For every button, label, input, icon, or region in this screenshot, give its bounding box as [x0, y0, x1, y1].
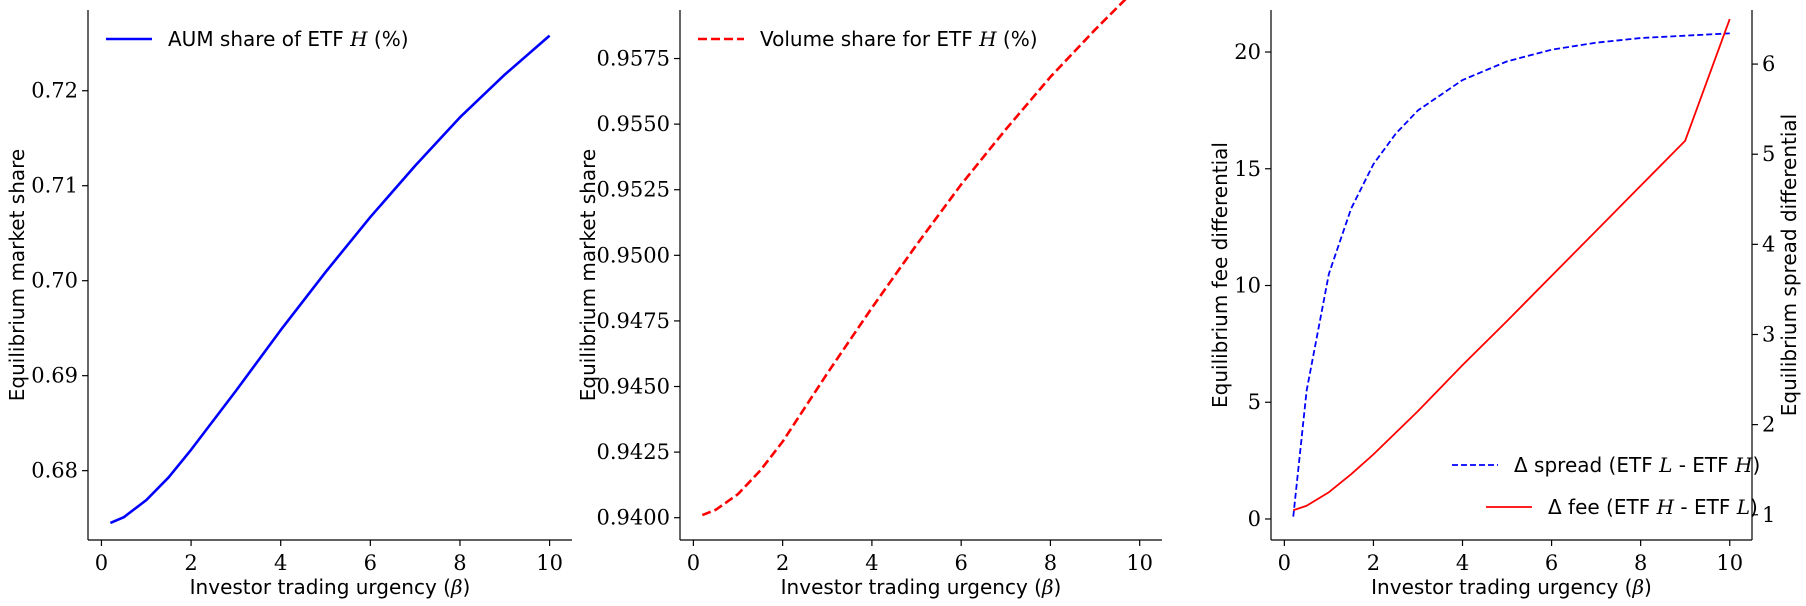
y-tick-label: 0.68	[31, 459, 78, 483]
right-y-tick-label: 4	[1762, 232, 1775, 256]
x-tick-label: 4	[865, 551, 878, 575]
right-y-tick-label: 6	[1762, 52, 1775, 76]
series-line-0	[109, 34, 551, 525]
y-tick-label: 0.71	[31, 174, 78, 198]
legend-label-0: Δ spread (ETF L - ETF H)	[1514, 453, 1760, 477]
x-tick-label: 2	[776, 551, 789, 575]
series-line-0	[701, 0, 1127, 517]
x-axis-title: Investor trading urgency (β)	[781, 575, 1062, 599]
x-tick-label: 0	[1278, 551, 1291, 575]
y-tick-label: 0.9425	[597, 440, 670, 464]
y-axis-title: Equilibrium market share	[5, 149, 29, 401]
y-tick-label: 0.9575	[597, 47, 670, 71]
right-y-tick-label: 1	[1762, 503, 1775, 527]
y-tick-label: 10	[1234, 274, 1261, 298]
y-tick-label: 0.69	[31, 364, 78, 388]
x-tick-label: 4	[274, 551, 287, 575]
x-tick-label: 0	[95, 551, 108, 575]
y-tick-label: 0.9450	[597, 375, 670, 399]
panel-volume-share: 0 2 4 6 8 10 0.9400 0.9425 0.9450 0.9475 0.9500 0.9…	[576, 0, 1162, 599]
x-tick-label: 2	[1367, 551, 1380, 575]
series-line-0	[1292, 32, 1730, 517]
legend-label-1: Δ fee (ETF H - ETF L)	[1548, 495, 1758, 519]
x-tick-label: 6	[364, 551, 377, 575]
x-tick-label: 6	[1545, 551, 1558, 575]
x-tick-label: 4	[1456, 551, 1469, 575]
y-tick-label: 5	[1248, 390, 1261, 414]
x-tick-label: 8	[1044, 551, 1057, 575]
x-tick-label: 8	[453, 551, 466, 575]
y-axis-title: Equilibrium fee differential	[1208, 142, 1232, 408]
right-y-axis-title: Equilibrium spread differential	[1777, 114, 1801, 417]
x-axis-title: Investor trading urgency (β)	[190, 575, 471, 599]
right-y-tick-label: 3	[1762, 322, 1775, 346]
right-y-tick-label: 5	[1762, 142, 1775, 166]
y-tick-label: 0	[1248, 507, 1261, 531]
x-axis-title: Investor trading urgency (β)	[1371, 575, 1652, 599]
y-tick-label: 0.9475	[597, 309, 670, 333]
y-tick-label: 20	[1234, 40, 1261, 64]
series-line-1	[1292, 18, 1731, 512]
x-tick-label: 6	[954, 551, 967, 575]
x-tick-label: 10	[1716, 551, 1743, 575]
x-tick-label: 10	[1126, 551, 1153, 575]
x-tick-label: 10	[536, 551, 563, 575]
y-tick-label: 0.9550	[597, 112, 670, 136]
x-tick-label: 0	[687, 551, 700, 575]
panel-aum-share: 0 2 4 6 8 10 0.68 0.69 0.70 0.71 0.72 Investor trad…	[5, 10, 572, 599]
legend-label-0: Volume share for ETF H (%)	[760, 27, 1038, 51]
y-tick-label: 0.9400	[597, 506, 670, 530]
y-tick-label: 0.70	[31, 269, 78, 293]
x-tick-label: 8	[1634, 551, 1647, 575]
y-tick-label: 0.9500	[597, 243, 670, 267]
y-tick-label: 0.72	[31, 79, 78, 103]
legend-label-0: AUM share of ETF H (%)	[168, 27, 409, 51]
y-axis-title: Equilibrium market share	[576, 149, 600, 401]
x-tick-label: 2	[184, 551, 197, 575]
y-tick-label: 15	[1234, 157, 1261, 181]
right-y-tick-label: 2	[1762, 413, 1775, 437]
y-tick-label: 0.9525	[597, 178, 670, 202]
